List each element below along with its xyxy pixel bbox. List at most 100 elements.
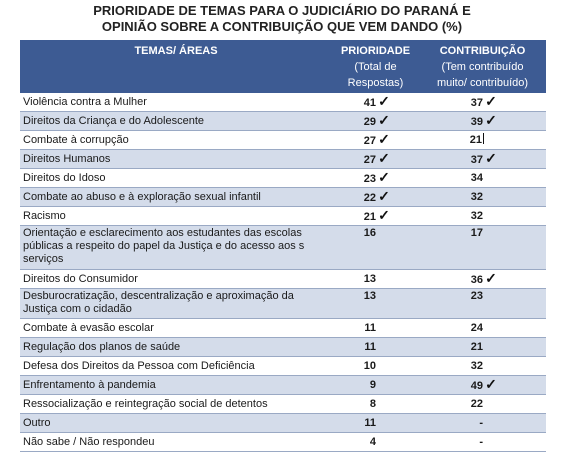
tema-cell: Ressocialização e reintegração social de… xyxy=(20,394,332,414)
prioridade-value: 13 xyxy=(363,290,376,302)
tema-cell: Não sabe / Não respondeu xyxy=(20,432,332,452)
table-row: Outro 11 - xyxy=(20,413,546,433)
header-prioridade-sub2: Respostas) xyxy=(347,77,404,89)
tema-cell: Orientação e esclarecimento aos estudant… xyxy=(20,225,332,270)
checkmark-icon: ✓ xyxy=(378,149,390,166)
prioridade-value: 16 xyxy=(363,227,376,239)
table-row: Orientação e esclarecimento aos estudant… xyxy=(20,225,546,270)
table-row: Enfrentamento à pandemia 9 49 ✓ xyxy=(20,375,546,395)
contribuicao-value: - xyxy=(479,416,483,429)
table-row: Regulação dos planos de saúde 11 21 xyxy=(20,337,546,357)
contribuicao-value: 49 xyxy=(470,379,483,392)
table-row: Combate à evasão escolar 11 24 xyxy=(20,318,546,338)
prioridade-value: 10 xyxy=(363,359,376,372)
title-line-2: OPINIÃO SOBRE A CONTRIBUIÇÃO QUE VEM DAN… xyxy=(101,19,463,34)
prioridade-value: 11 xyxy=(364,416,376,429)
table-row: Racismo 21 ✓ 32 xyxy=(20,206,546,226)
prioridade-value: 11 xyxy=(364,321,376,334)
checkmark-icon: ✓ xyxy=(378,187,390,204)
checkmark-icon: ✓ xyxy=(378,206,390,223)
checkmark-icon: ✓ xyxy=(378,168,390,185)
header-contribuicao-sub2: muito/ contribuído) xyxy=(436,77,529,89)
prioridade-value: 29 xyxy=(363,115,376,128)
checkmark-icon: ✓ xyxy=(485,375,497,392)
contribuicao-value: 39 xyxy=(470,115,483,128)
checkmark-icon: ✓ xyxy=(378,111,390,128)
contribuicao-value: 21 xyxy=(470,340,483,353)
contribuicao-cell: 23 xyxy=(419,288,546,319)
contribuicao-value: 22 xyxy=(470,397,483,410)
table-row: Violência contra a Mulher 41 ✓ 37 ✓ xyxy=(20,93,546,112)
contribuicao-cell: 49 ✓ xyxy=(419,375,546,395)
prioridade-cell: 29 ✓ xyxy=(332,111,419,131)
prioridade-cell: 9 xyxy=(332,375,419,395)
contribuicao-cell: 32 xyxy=(419,206,546,226)
tema-cell: Desburocratização, descentralização e ap… xyxy=(20,288,332,319)
prioridade-value: 21 xyxy=(363,210,376,223)
table-row: Combate à corrupção 27 ✓ 21 xyxy=(20,130,546,150)
tema-cell: Direitos Humanos xyxy=(20,149,332,169)
tema-cell: Defesa dos Direitos da Pessoa com Defici… xyxy=(20,356,332,376)
contribuicao-value: 34 xyxy=(470,171,483,184)
table-row: Ressocialização e reintegração social de… xyxy=(20,394,546,414)
tema-cell: Outro xyxy=(20,413,332,433)
contribuicao-cell: 24 xyxy=(419,318,546,338)
tema-cell: Direitos da Criança e do Adolescente xyxy=(20,111,332,131)
table-row: Não sabe / Não respondeu 4 - xyxy=(20,432,546,452)
text-cursor-icon xyxy=(483,133,484,144)
prioridade-cell: 13 xyxy=(332,269,419,289)
prioridade-cell: 27 ✓ xyxy=(332,149,419,169)
prioridade-value: 13 xyxy=(363,272,376,285)
contribuicao-cell: 21 xyxy=(419,130,546,150)
contribuicao-value: - xyxy=(479,435,483,448)
prioridade-value: 22 xyxy=(363,191,376,204)
table-row: Combate ao abuso e à exploração sexual i… xyxy=(20,187,546,207)
contribuicao-cell: - xyxy=(419,432,546,452)
prioridade-cell: 16 xyxy=(332,225,419,270)
prioridade-value: 27 xyxy=(363,134,376,147)
tema-cell: Direitos do Idoso xyxy=(20,168,332,188)
prioridade-cell: 27 ✓ xyxy=(332,130,419,150)
contribuicao-value: 17 xyxy=(470,227,483,239)
prioridade-cell: 22 ✓ xyxy=(332,187,419,207)
contribuicao-cell: 34 xyxy=(419,168,546,188)
priority-table: TEMAS/ ÁREAS PRIORIDADE (Total de Respos… xyxy=(20,40,546,452)
table-row: Direitos do Idoso 23 ✓ 34 xyxy=(20,168,546,188)
checkmark-icon: ✓ xyxy=(485,111,497,128)
tema-cell: Combate à evasão escolar xyxy=(20,318,332,338)
prioridade-value: 27 xyxy=(363,153,376,166)
prioridade-cell: 21 ✓ xyxy=(332,206,419,226)
contribuicao-value: 24 xyxy=(470,321,483,334)
title-line-1: PRIORIDADE DE TEMAS PARA O JUDICIÁRIO DO… xyxy=(93,3,471,18)
header-prioridade: PRIORIDADE (Total de Respostas) xyxy=(332,40,419,93)
header-contribuicao-sub1: (Tem contribuído xyxy=(441,61,524,73)
tema-cell: Enfrentamento à pandemia xyxy=(20,375,332,395)
document-title: PRIORIDADE DE TEMAS PARA O JUDICIÁRIO DO… xyxy=(0,3,564,35)
tema-cell: Direitos do Consumidor xyxy=(20,269,332,289)
table-row: Direitos Humanos 27 ✓ 37 ✓ xyxy=(20,149,546,169)
checkmark-icon: ✓ xyxy=(485,269,497,286)
tema-cell: Violência contra a Mulher xyxy=(20,93,332,112)
contribuicao-cell: 37 ✓ xyxy=(419,93,546,112)
contribuicao-value: 36 xyxy=(470,273,483,286)
contribuicao-value: 37 xyxy=(470,153,483,166)
table-row: Direitos do Consumidor 13 36 ✓ xyxy=(20,269,546,289)
contribuicao-cell: 22 xyxy=(419,394,546,414)
prioridade-cell: 8 xyxy=(332,394,419,414)
checkmark-icon: ✓ xyxy=(378,130,390,147)
prioridade-cell: 11 xyxy=(332,337,419,357)
table-row: Desburocratização, descentralização e ap… xyxy=(20,288,546,319)
header-temas: TEMAS/ ÁREAS xyxy=(20,40,332,93)
contribuicao-value: 21 xyxy=(469,134,482,146)
tema-cell: Combate ao abuso e à exploração sexual i… xyxy=(20,187,332,207)
contribuicao-value: 23 xyxy=(470,290,483,302)
prioridade-value: 23 xyxy=(363,172,376,185)
table-row: Defesa dos Direitos da Pessoa com Defici… xyxy=(20,356,546,376)
header-prioridade-sub1: (Total de xyxy=(354,61,397,73)
contribuicao-value: 32 xyxy=(470,190,483,203)
contribuicao-cell: 37 ✓ xyxy=(419,149,546,169)
tema-cell: Regulação dos planos de saúde xyxy=(20,337,332,357)
table-row: Direitos da Criança e do Adolescente 29 ✓ 3… xyxy=(20,111,546,131)
prioridade-value: 8 xyxy=(369,397,376,410)
table-body: Violência contra a Mulher 41 ✓ 37 ✓ Direitos … xyxy=(20,93,546,452)
